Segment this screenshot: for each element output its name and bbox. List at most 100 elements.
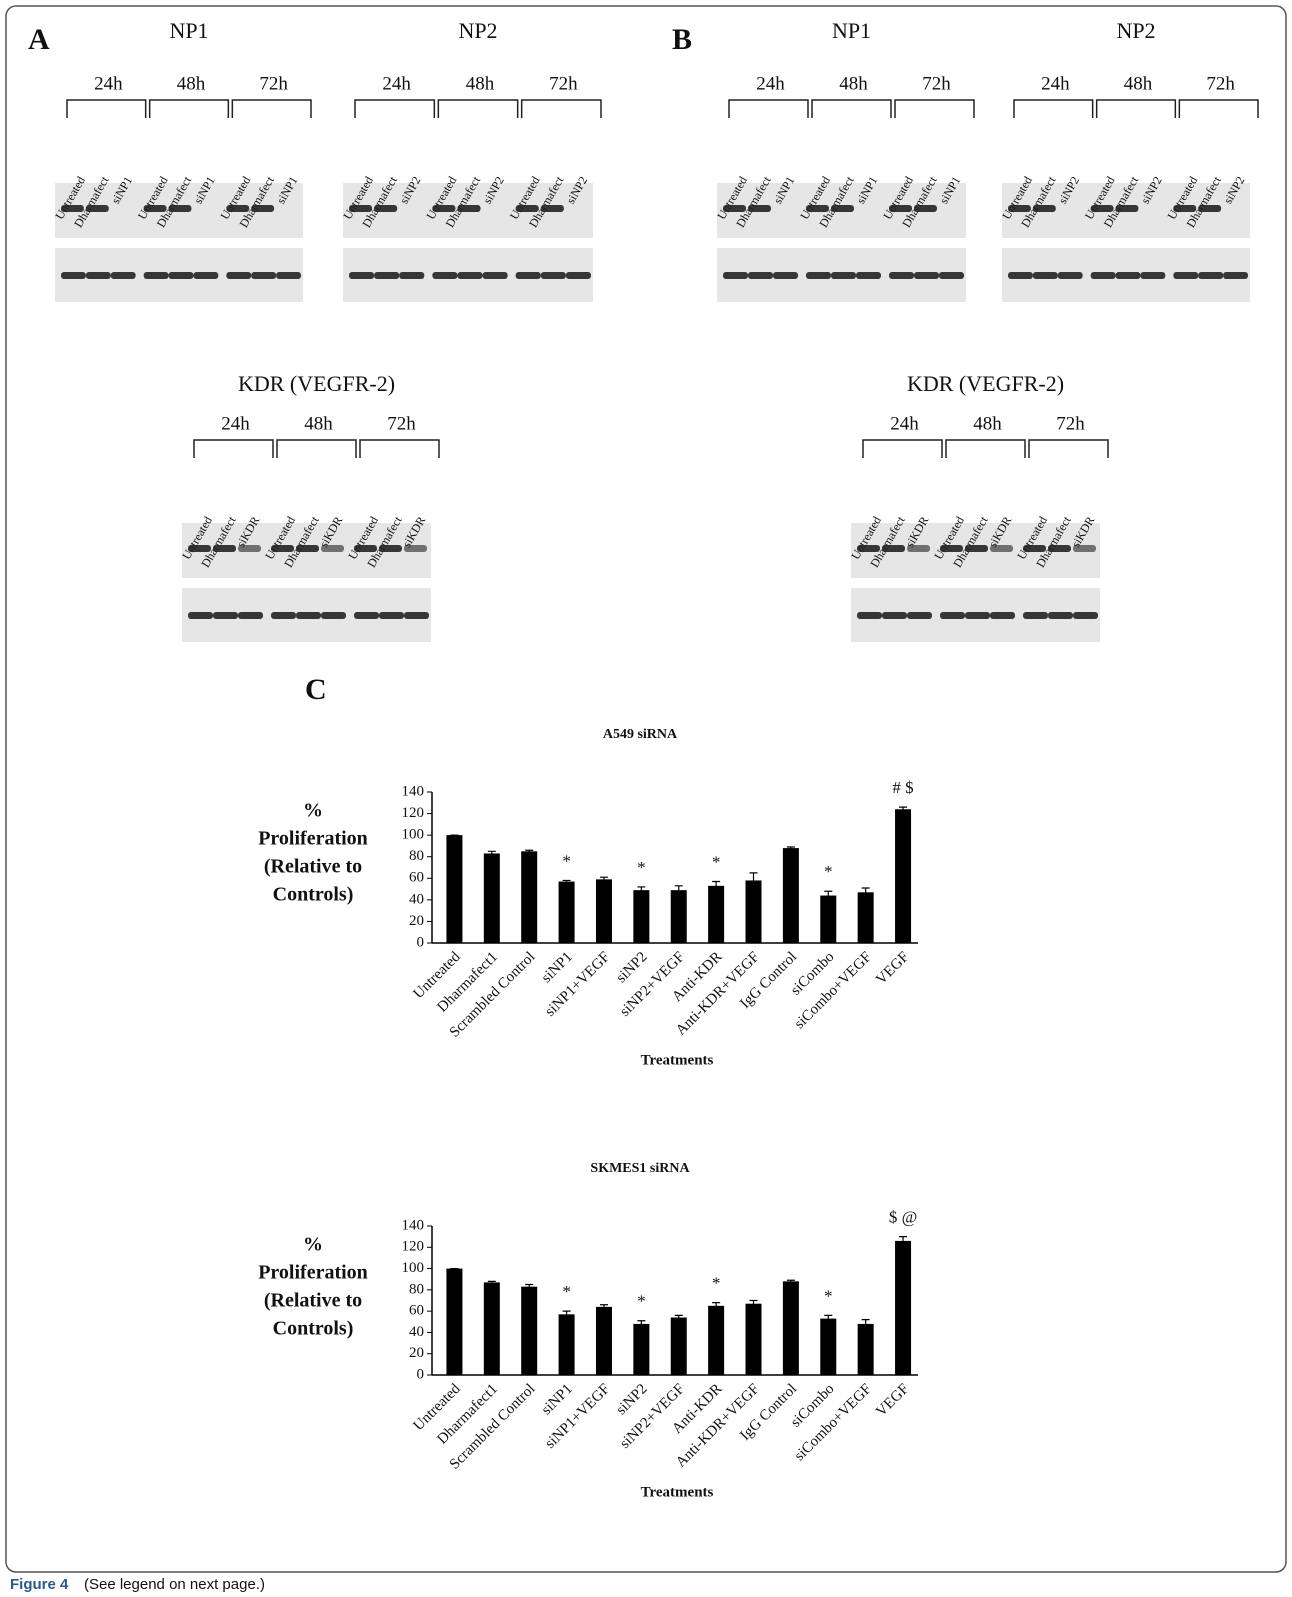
annotation: $ @ (889, 1208, 917, 1227)
annotation: * (637, 1292, 646, 1311)
annotation: * (712, 852, 721, 871)
band (990, 545, 1013, 552)
time-label: 24h (94, 73, 123, 94)
band (748, 272, 773, 279)
chart-title: A549 siRNA (603, 727, 678, 742)
bar (746, 1304, 762, 1375)
bracket (812, 100, 891, 118)
y-tick-label: 60 (409, 870, 424, 886)
y-tick-label: 100 (402, 1260, 425, 1276)
chart-title: SKMES1 siRNA (590, 1161, 690, 1176)
bracket (438, 100, 517, 118)
y-axis-label: % (303, 800, 323, 822)
bracket (895, 100, 974, 118)
band (457, 272, 482, 279)
band (1173, 272, 1198, 279)
bracket (355, 100, 434, 118)
annotation: * (562, 1282, 571, 1301)
time-label: 72h (1206, 73, 1235, 94)
bar (484, 1282, 500, 1375)
y-axis-label: Proliferation (258, 1262, 368, 1284)
bar (596, 1307, 612, 1375)
band (1048, 545, 1071, 552)
bracket (360, 440, 439, 458)
band (251, 205, 274, 212)
band (748, 205, 771, 212)
band (144, 272, 169, 279)
blot-title: NP2 (1116, 18, 1155, 43)
bracket (1179, 100, 1258, 118)
band (831, 205, 854, 212)
band (1048, 612, 1073, 619)
band (990, 612, 1015, 619)
y-axis-label: (Relative to (264, 856, 362, 878)
band (1223, 272, 1248, 279)
y-tick-label: 120 (402, 1239, 425, 1255)
band (965, 545, 988, 552)
blot-title: NP1 (169, 18, 208, 43)
band (379, 612, 404, 619)
time-label: 48h (839, 73, 868, 94)
band (1116, 205, 1139, 212)
y-tick-label: 0 (417, 934, 425, 950)
time-label: 48h (973, 413, 1002, 434)
band (296, 545, 319, 552)
band (857, 612, 882, 619)
band (226, 272, 251, 279)
x-tick-label: VEGF (873, 949, 912, 988)
time-label: 24h (1041, 73, 1070, 94)
y-tick-label: 140 (402, 1217, 425, 1233)
band (404, 612, 429, 619)
y-axis-label: Controls) (273, 1318, 354, 1340)
bracket (1029, 440, 1108, 458)
band (882, 545, 905, 552)
band (541, 205, 564, 212)
annotation: * (824, 1286, 833, 1305)
band (213, 612, 238, 619)
bar (671, 890, 687, 943)
time-label: 72h (922, 73, 951, 94)
band (1023, 612, 1048, 619)
y-axis-label: Controls) (273, 884, 354, 906)
band (831, 272, 856, 279)
bracket (1097, 100, 1176, 118)
band (541, 272, 566, 279)
time-label: 72h (1056, 413, 1085, 434)
bracket (232, 100, 311, 118)
y-tick-label: 0 (417, 1366, 425, 1382)
y-axis-label: % (303, 1234, 323, 1256)
annotation: * (712, 1274, 721, 1293)
bracket (729, 100, 808, 118)
band (238, 612, 263, 619)
band (374, 205, 397, 212)
annotation: * (824, 862, 833, 881)
annotation: # $ (892, 778, 913, 797)
band (773, 272, 798, 279)
bar (895, 809, 911, 943)
caption-text: (See legend on next page.) (84, 1576, 265, 1593)
band (566, 272, 591, 279)
annotation: * (637, 858, 646, 877)
y-tick-label: 60 (409, 1303, 424, 1319)
band (61, 272, 86, 279)
time-label: 24h (890, 413, 919, 434)
band (213, 545, 236, 552)
band (907, 545, 930, 552)
y-tick-label: 40 (409, 891, 424, 907)
band (1198, 205, 1221, 212)
band (914, 205, 937, 212)
time-label: 72h (387, 413, 416, 434)
y-tick-label: 100 (402, 827, 425, 843)
band (1033, 272, 1058, 279)
band (889, 272, 914, 279)
y-tick-label: 40 (409, 1324, 424, 1340)
bracket (277, 440, 356, 458)
bar (559, 1314, 575, 1375)
bar (633, 890, 649, 943)
band (399, 272, 424, 279)
bar (633, 1324, 649, 1375)
blot-title: NP1 (832, 18, 871, 43)
bar (783, 848, 799, 943)
time-label: 48h (304, 413, 333, 434)
band (251, 272, 276, 279)
